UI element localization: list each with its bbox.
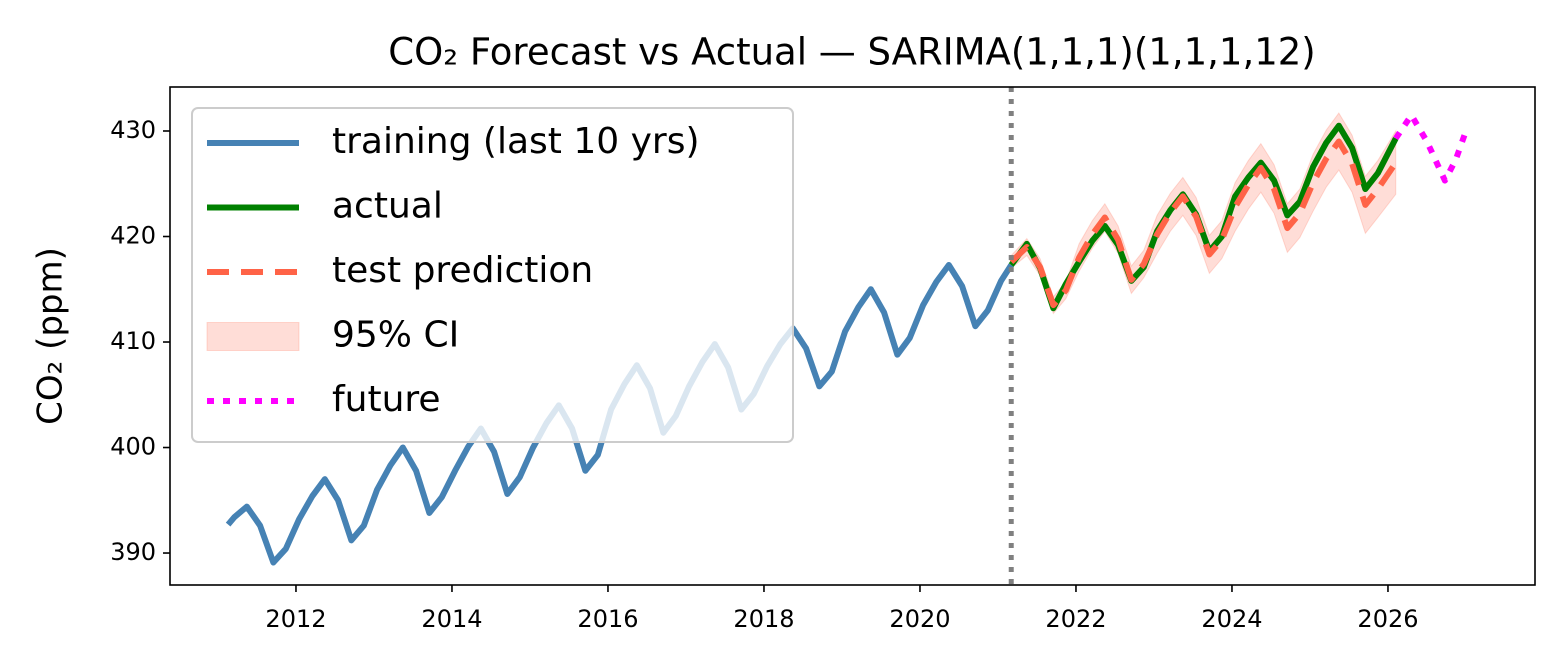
legend-label: future [332,379,441,420]
y-tick-label: 420 [110,222,156,250]
chart-title: CO₂ Forecast vs Actual — SARIMA(1,1,1)(1… [388,31,1315,74]
x-tick-label: 2012 [265,605,326,633]
y-tick-label: 410 [110,327,156,355]
legend-label: actual [332,186,443,227]
x-tick-label: 2014 [421,605,482,633]
legend-box [191,107,794,443]
series-line [1393,112,1469,184]
legend-label: test prediction [332,250,593,291]
y-tick-label: 400 [110,433,156,461]
x-tick-label: 2016 [577,605,638,633]
y-tick-label: 430 [110,116,156,144]
legend-label: training (last 10 yrs) [332,121,700,162]
x-tick-label: 2022 [1045,605,1106,633]
x-tick-label: 2018 [733,605,794,633]
x-tick-label: 2020 [889,605,950,633]
y-axis-label: CO₂ (ppm) [31,247,71,425]
plot-frame [169,86,1536,586]
legend: training (last 10 yrs) actual test predict… [191,107,794,443]
legend-swatch [206,322,300,351]
x-tick-label: 2024 [1201,605,1262,633]
x-tick-label: 2026 [1357,605,1418,633]
y-tick-label: 390 [110,538,156,566]
series-line [1008,122,1399,312]
legend-label: 95% CI [332,315,459,356]
